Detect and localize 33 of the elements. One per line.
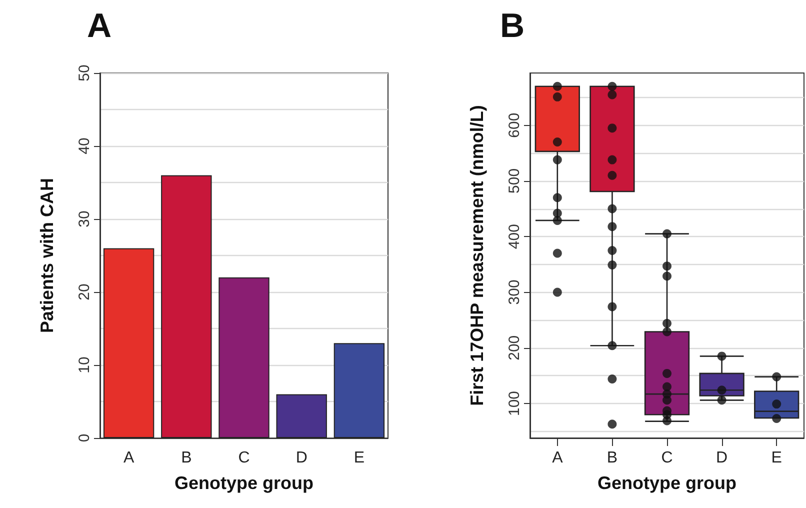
x-tick-label: C [661,450,673,466]
x-tick-label: B [181,450,192,466]
y-tick-label: 200 [506,335,523,360]
y-tick-label: 500 [506,168,523,194]
chart-title: A [87,7,112,45]
y-tick-label: 100 [506,390,523,416]
x-tick-label: A [123,450,134,466]
x-tick-label: C [238,450,250,466]
x-axis-title: Genotype group [174,473,314,493]
chart-title: B [500,7,525,45]
bar [103,248,154,438]
bar [334,343,385,438]
x-tick-label: D [716,450,728,466]
x-tick-label: B [606,450,618,466]
y-tick-label: 600 [506,112,523,138]
y-tick-label: 30 [76,210,93,228]
x-tick-label: A [552,450,564,466]
y-tick-label: 300 [506,280,523,305]
x-tick-label: E [354,450,365,466]
y-axis-title: Patients with CAH [37,178,57,334]
y-tick-label: 400 [506,224,523,250]
y-tick-label: 20 [76,284,93,300]
y-tick-label: 0 [76,434,93,442]
x-tick-label: E [771,450,782,466]
bar [276,394,327,438]
x-tick-label: D [296,450,308,466]
y-axis-title: First 17OHP measurement (nmol/L) [467,105,487,406]
bar [218,277,270,438]
x-axis-title: Genotype group [598,473,737,493]
y-tick-label: 10 [76,356,93,374]
y-tick-label: 40 [76,138,93,154]
bar [161,175,212,438]
y-tick-label: 50 [76,64,93,82]
